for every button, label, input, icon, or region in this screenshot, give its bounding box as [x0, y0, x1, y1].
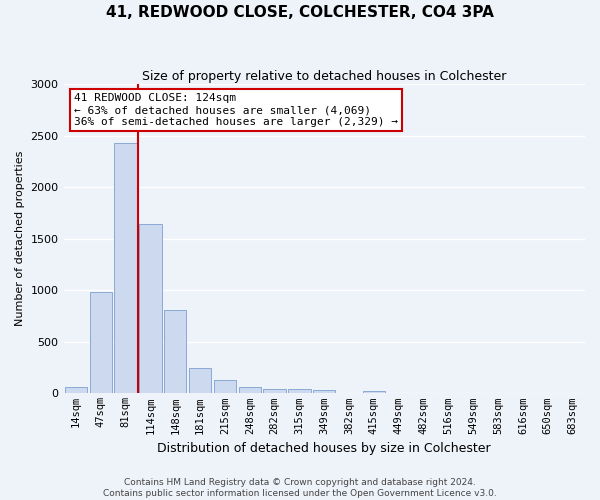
Bar — [139, 224, 161, 394]
Bar — [65, 387, 87, 394]
Bar — [263, 389, 286, 394]
Text: 41, REDWOOD CLOSE, COLCHESTER, CO4 3PA: 41, REDWOOD CLOSE, COLCHESTER, CO4 3PA — [106, 5, 494, 20]
Bar — [313, 390, 335, 394]
Title: Size of property relative to detached houses in Colchester: Size of property relative to detached ho… — [142, 70, 506, 83]
Bar — [363, 391, 385, 394]
X-axis label: Distribution of detached houses by size in Colchester: Distribution of detached houses by size … — [157, 442, 491, 455]
Bar — [288, 390, 311, 394]
Bar — [239, 387, 261, 394]
Bar — [189, 368, 211, 394]
Bar — [214, 380, 236, 394]
Bar — [115, 143, 137, 394]
Text: 41 REDWOOD CLOSE: 124sqm
← 63% of detached houses are smaller (4,069)
36% of sem: 41 REDWOOD CLOSE: 124sqm ← 63% of detach… — [74, 94, 398, 126]
Text: Contains HM Land Registry data © Crown copyright and database right 2024.
Contai: Contains HM Land Registry data © Crown c… — [103, 478, 497, 498]
Bar — [164, 310, 187, 394]
Y-axis label: Number of detached properties: Number of detached properties — [15, 151, 25, 326]
Bar — [89, 292, 112, 394]
